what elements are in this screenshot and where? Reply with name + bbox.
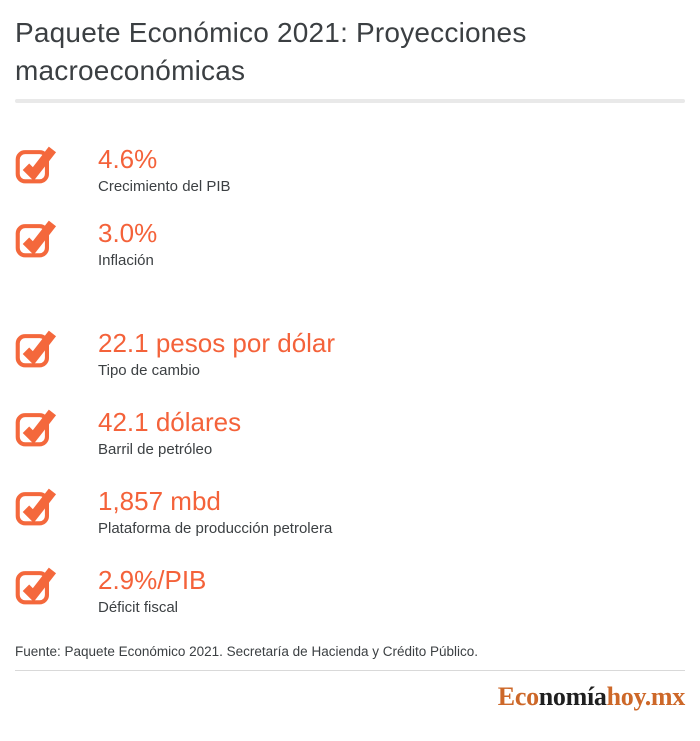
- check-square-icon: [15, 327, 57, 369]
- check-square-icon: [15, 485, 57, 527]
- check-square-icon: [15, 406, 57, 448]
- logo-part-eco: Eco: [497, 682, 539, 711]
- logo-part-hoymx: hoy.mx: [606, 682, 686, 711]
- infographic-card: Paquete Económico 2021: Proyecciones mac…: [0, 14, 700, 741]
- stat-label: Barril de petróleo: [98, 441, 213, 458]
- stat-label: Crecimiento del PIB: [98, 178, 231, 195]
- stat-item-oil-production: 1,857 mbd Plataforma de producción petro…: [15, 485, 685, 539]
- logo-part-nomia: nomía: [538, 682, 607, 711]
- stat-value: 2.9%/PIB: [98, 565, 207, 595]
- stat-value: 42.1 dólares: [98, 407, 242, 437]
- stat-item-inflation: 3.0% Inflación: [15, 217, 685, 271]
- stats-list: 4.6% Crecimiento del PIB 3.0% Inflación: [15, 143, 685, 618]
- check-square-icon: [15, 217, 57, 259]
- stat-item-fiscal-deficit: 2.9%/PIB Déficit fiscal: [15, 564, 685, 618]
- check-square-icon: [15, 143, 57, 185]
- economiahoy-logo[interactable]: Economíahoy.mx: [497, 682, 686, 711]
- stat-value: 22.1 pesos por dólar: [98, 328, 336, 358]
- stat-value: 3.0%: [98, 218, 158, 248]
- stat-label: Inflación: [98, 252, 154, 269]
- stat-item-exchange-rate: 22.1 pesos por dólar Tipo de cambio: [15, 327, 685, 381]
- stat-label: Plataforma de producción petrolera: [98, 520, 333, 537]
- stat-item-oil-barrel: 42.1 dólares Barril de petróleo: [15, 406, 685, 460]
- stat-label: Déficit fiscal: [98, 599, 179, 616]
- stat-label: Tipo de cambio: [98, 362, 200, 379]
- stat-item-gdp-growth: 4.6% Crecimiento del PIB: [15, 143, 685, 197]
- source-attribution: Fuente: Paquete Económico 2021. Secretar…: [15, 644, 479, 659]
- title-divider: [15, 99, 685, 103]
- check-square-icon: [15, 564, 57, 606]
- stat-value: 1,857 mbd: [98, 486, 221, 516]
- page-title: Paquete Económico 2021: Proyecciones mac…: [15, 17, 527, 86]
- stat-value: 4.6%: [98, 144, 158, 174]
- footer-divider: [15, 670, 685, 671]
- logo-row: Economíahoy.mx: [15, 682, 686, 711]
